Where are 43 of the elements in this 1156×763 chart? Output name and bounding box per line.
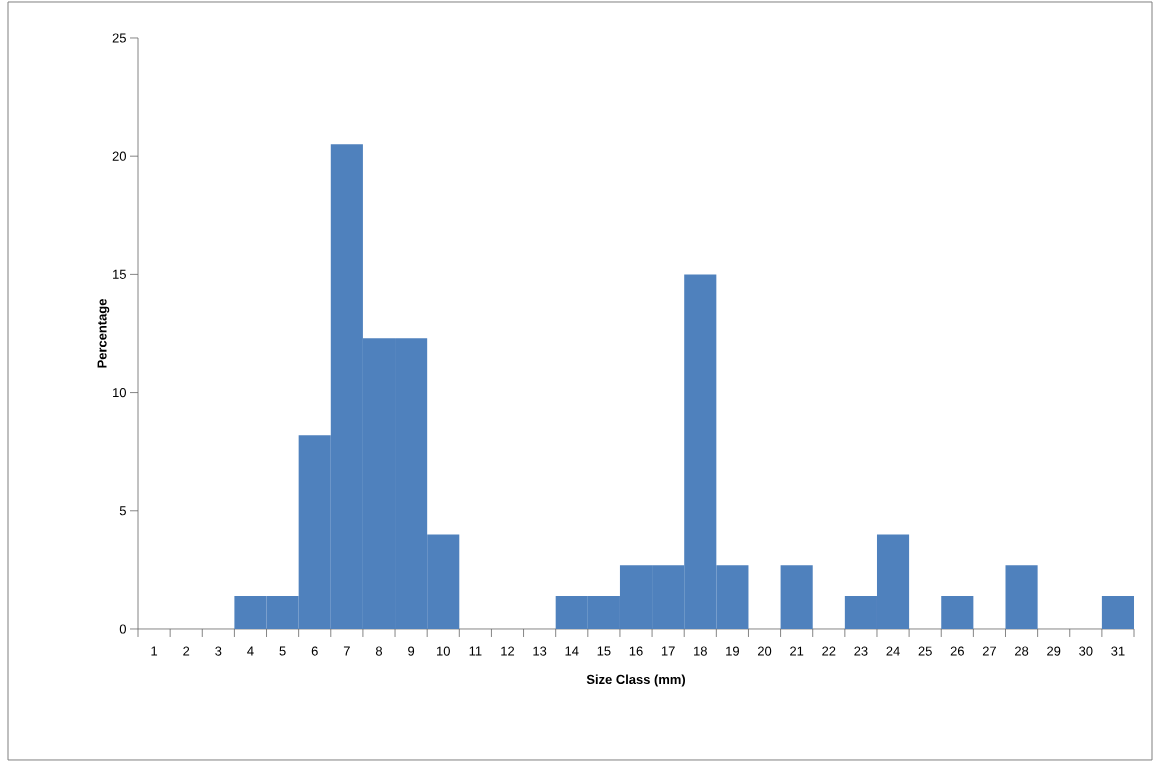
x-tick-label: 3 — [215, 646, 222, 656]
x-tick-label: 1 — [151, 646, 158, 656]
x-tick-label: 7 — [343, 646, 350, 656]
y-tick-label: 0 — [119, 624, 126, 634]
x-tick-label: 6 — [311, 646, 318, 656]
x-tick-label: 21 — [790, 646, 804, 656]
y-tick-label: 5 — [119, 506, 126, 516]
x-tick-label: 10 — [437, 646, 450, 656]
x-tick-label: 23 — [854, 646, 868, 656]
x-tick-label: 16 — [629, 646, 643, 656]
x-tick-label: 8 — [375, 646, 383, 656]
x-tick-label: 22 — [822, 646, 836, 656]
x-tick-label: 2 — [183, 646, 190, 656]
x-tick-label: 14 — [565, 646, 579, 656]
bar — [780, 565, 813, 629]
x-tick-label: 25 — [918, 646, 932, 656]
x-tick-label: 30 — [1079, 646, 1093, 656]
x-tick-label: 28 — [1015, 646, 1029, 656]
y-axis-title: Percentage — [97, 299, 110, 368]
x-tick-label: 17 — [661, 646, 675, 656]
x-tick-label: 26 — [950, 646, 964, 656]
x-tick-label: 12 — [501, 646, 515, 656]
x-tick-label: 19 — [726, 646, 739, 656]
bar — [941, 595, 974, 629]
x-tick-label: 20 — [757, 646, 772, 656]
x-tick-label: 18 — [694, 646, 707, 656]
x-tick-label: 5 — [279, 646, 286, 656]
bar — [1101, 595, 1135, 629]
x-tick-label: 9 — [408, 646, 415, 656]
x-tick-label: 11 — [469, 646, 482, 656]
x-axis-title: Size Class (mm) — [586, 674, 686, 687]
y-tick-label: 25 — [112, 33, 126, 43]
x-tick-label: 31 — [1111, 646, 1125, 656]
y-tick-label: 10 — [113, 388, 126, 398]
bar — [1005, 565, 1038, 629]
y-tick-label: 20 — [112, 151, 126, 161]
x-tick-label: 15 — [597, 646, 611, 656]
x-tick-label: 24 — [886, 646, 900, 656]
x-tick-label: 27 — [982, 646, 996, 656]
x-tick-label: 13 — [533, 646, 547, 656]
x-tick-label: 4 — [247, 646, 254, 656]
x-tick-label: 29 — [1047, 646, 1061, 656]
y-tick-label: 15 — [113, 269, 126, 279]
